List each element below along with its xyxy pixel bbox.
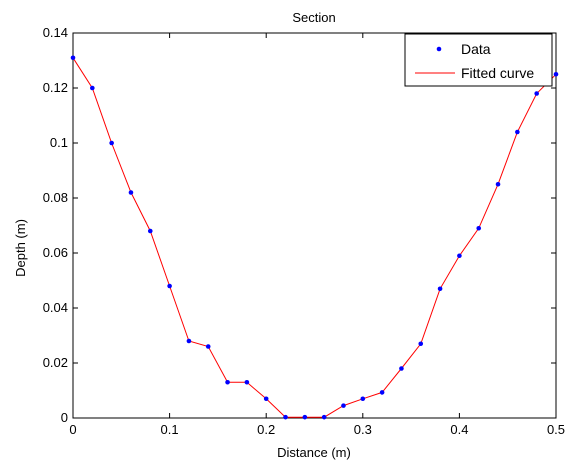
data-point	[418, 341, 424, 347]
data-point	[70, 55, 76, 61]
data-point	[379, 390, 385, 395]
y-tick-label: 0.06	[43, 245, 68, 260]
plot-series	[70, 55, 559, 420]
data-point	[457, 253, 462, 259]
data-point	[225, 379, 230, 385]
legend-box	[404, 33, 553, 87]
x-tick-label: 0.2	[257, 422, 275, 437]
x-tick-label: 0.5	[547, 422, 565, 437]
ticks: 0 0.1 0.2 0.3 0.4 0.5 0 0.02 0.04 0.06 0.08 0.1 0.12…	[43, 25, 565, 437]
y-tick-label: 0.12	[43, 80, 68, 95]
axes	[72, 32, 557, 419]
data-point	[128, 190, 134, 195]
y-tick-label: 0.04	[43, 300, 68, 315]
data-point	[437, 286, 443, 292]
legend: Data Fitted curve	[404, 33, 553, 87]
data-point	[553, 71, 559, 77]
plot-area-box	[72, 32, 557, 419]
x-tick-label: 0	[69, 422, 76, 437]
legend-marker-data	[436, 46, 442, 52]
data-point	[109, 140, 114, 146]
data-point	[341, 403, 346, 408]
data-point	[302, 414, 308, 420]
data-point	[399, 366, 404, 371]
data-point	[321, 414, 327, 420]
data-point	[534, 91, 539, 96]
data-point	[205, 344, 211, 349]
y-tick-label: 0	[61, 410, 68, 425]
x-tick-label: 0.3	[354, 422, 372, 437]
data-point	[515, 129, 520, 135]
data-point	[476, 225, 482, 231]
y-tick-label: 0.08	[43, 190, 68, 205]
y-tick-label: 0.14	[43, 25, 68, 40]
y-tick-label: 0.02	[43, 355, 68, 370]
data-point	[360, 396, 366, 402]
x-tick-label: 0.1	[161, 422, 179, 437]
fitted-curve-line	[72, 57, 557, 418]
data-point	[186, 338, 192, 344]
data-point	[244, 379, 250, 385]
data-point	[263, 396, 269, 402]
data-point	[90, 85, 95, 91]
data-point	[283, 414, 288, 420]
data-point	[167, 283, 172, 289]
legend-label: Fitted curve	[461, 65, 534, 81]
data-point	[147, 228, 153, 234]
data-point	[495, 181, 501, 187]
y-axis-label: Depth (m)	[13, 219, 28, 277]
legend-label: Data	[461, 41, 491, 57]
y-tick-label: 0.1	[50, 135, 68, 150]
x-tick-label: 0.4	[450, 422, 468, 437]
chart-title: Section	[292, 10, 335, 25]
x-axis-label: Distance (m)	[277, 445, 351, 460]
